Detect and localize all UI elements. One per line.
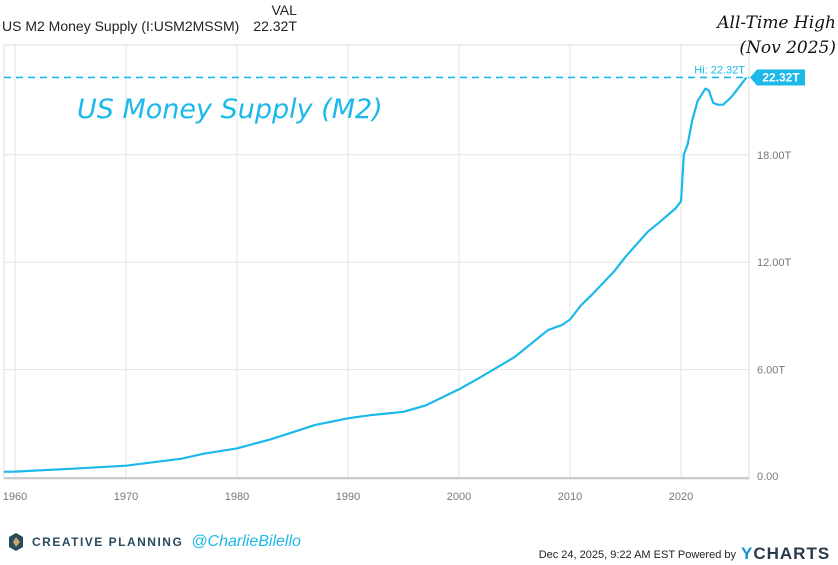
all-time-high-date-annotation: (Nov 2025) xyxy=(739,38,836,58)
ycharts-text: CHARTS xyxy=(753,544,831,563)
series-value: 22.32T xyxy=(253,18,297,34)
ycharts-logo: YCHARTS xyxy=(741,544,830,564)
x-tick-label: 1970 xyxy=(114,491,138,503)
x-tick-label: 2020 xyxy=(669,491,693,503)
value-column-header: VAL xyxy=(271,2,297,18)
chart-annotation-title: US Money Supply (M2) xyxy=(77,94,383,125)
last-value-label: 22.32T xyxy=(762,70,800,84)
x-tick-label: 2000 xyxy=(447,491,471,503)
hi-label: Hi: 22.32T xyxy=(694,64,745,76)
x-tick-label: 1990 xyxy=(336,491,360,503)
author-handle: @CharlieBilello xyxy=(191,533,301,550)
x-tick-label: 2010 xyxy=(558,491,582,503)
value-column: VAL 22.32T xyxy=(253,2,297,34)
footer-branding: CREATIVE PLANNING @CharlieBilello xyxy=(8,532,301,552)
creative-planning-mark-icon xyxy=(9,533,23,551)
all-time-high-annotation: All-Time High xyxy=(717,13,836,33)
last-value-badge xyxy=(750,69,805,86)
chart-header: US M2 Money Supply (I:USM2MSSM) VAL 22.3… xyxy=(2,2,297,34)
x-tick-label: 1960 xyxy=(3,491,27,503)
y-tick-label: 0.00 xyxy=(757,471,778,483)
y-tick-label: 18.00T xyxy=(757,150,792,162)
y-tick-label: 12.00T xyxy=(757,257,792,269)
brand-name: CREATIVE PLANNING xyxy=(32,535,184,549)
series-name: US M2 Money Supply (I:USM2MSSM) xyxy=(2,18,240,34)
y-tick-label: 6.00T xyxy=(757,365,785,377)
x-tick-label: 1980 xyxy=(225,491,249,503)
m2-series-line xyxy=(3,76,748,473)
ycharts-y: Y xyxy=(741,544,754,563)
timestamp-powered-by: Dec 24, 2025, 9:22 AM EST Powered by xyxy=(538,549,736,561)
